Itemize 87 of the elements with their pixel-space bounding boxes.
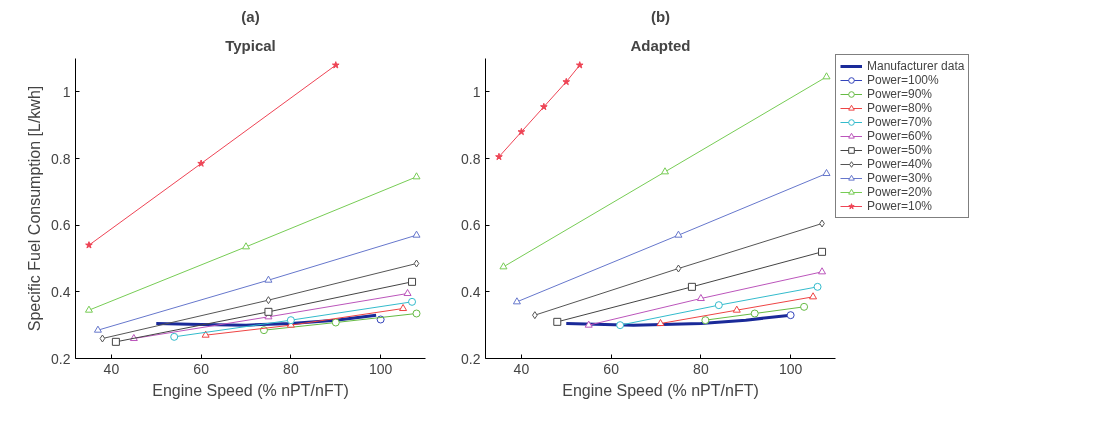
point xyxy=(687,282,696,291)
y-tick-label: 0.6 xyxy=(461,217,481,234)
point xyxy=(517,127,526,136)
point xyxy=(264,275,273,283)
point xyxy=(403,288,412,297)
x-tick-label: 100 xyxy=(368,360,393,377)
legend-label: Power=60% xyxy=(867,129,933,143)
legend-label: Power=30% xyxy=(867,171,933,185)
point xyxy=(265,296,272,305)
point xyxy=(408,277,417,286)
point xyxy=(818,247,827,256)
y-tick-label: 0.4 xyxy=(51,283,71,300)
point xyxy=(242,242,251,250)
legend-label: Power=40% xyxy=(867,157,933,171)
point xyxy=(399,303,408,312)
x-tick-label: 80 xyxy=(283,360,299,377)
point xyxy=(408,297,417,306)
point xyxy=(732,305,741,313)
point xyxy=(499,262,508,270)
point xyxy=(264,307,273,316)
x-tick-label: 40 xyxy=(513,360,530,377)
legend-label: Power=20% xyxy=(867,185,933,199)
chart-subtitle: Typical xyxy=(225,36,276,54)
y-axis-title: Specific Fuel Consumption [L/kwh] xyxy=(26,85,44,332)
point xyxy=(553,317,562,326)
point xyxy=(84,305,93,313)
legend-label: Power=10% xyxy=(867,199,933,213)
point xyxy=(584,320,593,328)
point xyxy=(495,152,503,161)
point xyxy=(512,297,521,305)
x-tick-label: 60 xyxy=(603,360,620,377)
legend-label: Power=80% xyxy=(867,101,933,115)
x-tick-label: 40 xyxy=(103,360,120,377)
point xyxy=(197,159,205,167)
point xyxy=(575,61,584,69)
y-tick-label: 1 xyxy=(472,83,481,100)
point xyxy=(412,230,421,238)
point xyxy=(809,292,818,300)
legend-label: Power=50% xyxy=(867,143,933,157)
point xyxy=(93,325,102,333)
point xyxy=(656,318,665,327)
point xyxy=(562,77,571,86)
point xyxy=(800,302,809,311)
y-tick-label: 0.8 xyxy=(461,150,481,167)
y-tick-label: 0.2 xyxy=(51,350,71,367)
chart-title: (b) xyxy=(650,7,671,25)
point xyxy=(822,168,831,177)
point xyxy=(660,167,669,175)
y-tick-label: 0.6 xyxy=(51,217,71,234)
x-axis-title: Engine Speed (% nPT/nFT) xyxy=(562,381,759,399)
chart-title: (a) xyxy=(241,7,260,25)
point xyxy=(540,102,548,111)
y-tick-label: 1 xyxy=(62,83,71,100)
x-tick-label: 100 xyxy=(778,360,803,377)
y-tick-label: 0.4 xyxy=(461,283,481,300)
point xyxy=(616,321,625,330)
point xyxy=(331,61,340,69)
x-tick-label: 80 xyxy=(693,360,709,377)
point xyxy=(331,318,340,327)
point xyxy=(818,267,827,275)
legend-label: Power=100% xyxy=(867,73,939,87)
point xyxy=(413,259,420,268)
legend-label: Power=70% xyxy=(867,115,933,129)
point xyxy=(714,301,723,310)
point xyxy=(674,230,683,238)
chart-subtitle: Adapted xyxy=(630,36,691,54)
x-tick-label: 60 xyxy=(193,360,210,377)
point xyxy=(99,334,106,343)
point xyxy=(412,309,421,318)
x-axis-title: Engine Speed (% nPT/nFT) xyxy=(152,381,349,399)
point xyxy=(111,337,120,346)
y-tick-label: 0.8 xyxy=(51,150,71,167)
point xyxy=(813,282,822,291)
point xyxy=(822,72,831,80)
point xyxy=(85,241,93,249)
y-tick-label: 0.2 xyxy=(461,350,481,367)
legend-label: Manufacturer data xyxy=(867,59,965,73)
point xyxy=(750,309,759,318)
point xyxy=(696,293,705,302)
point xyxy=(701,316,710,325)
point xyxy=(286,316,295,325)
point xyxy=(170,332,179,341)
point xyxy=(412,172,421,180)
point xyxy=(786,311,795,320)
legend-label: Power=90% xyxy=(867,87,933,101)
point xyxy=(675,264,682,273)
point xyxy=(201,330,210,338)
